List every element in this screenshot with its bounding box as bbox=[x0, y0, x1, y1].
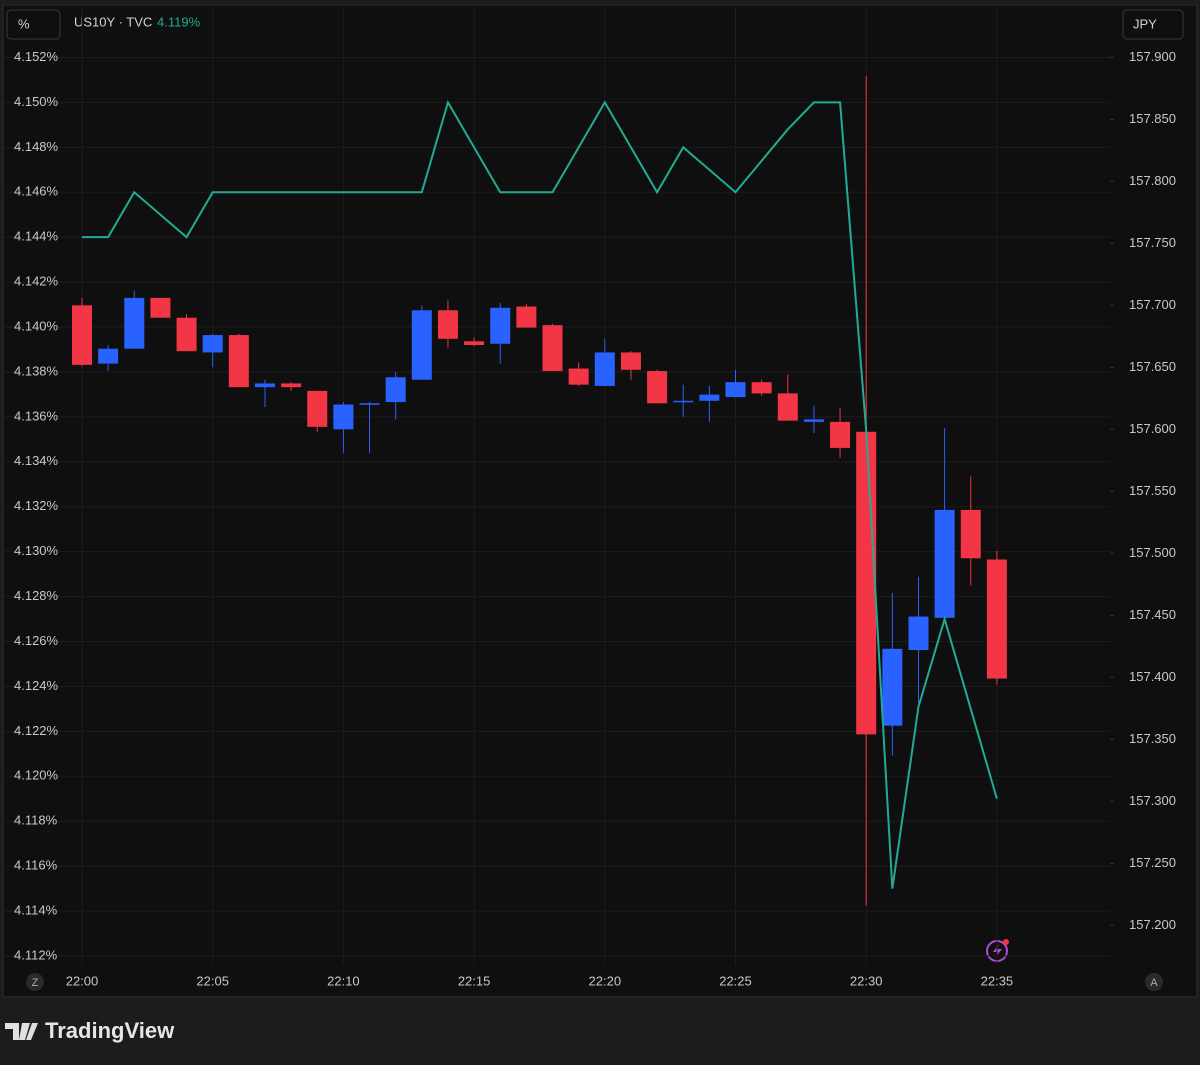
auto-label: A bbox=[1150, 977, 1158, 989]
y-tick-label: 4.124% bbox=[14, 678, 59, 693]
y-tick-label: 4.118% bbox=[14, 813, 58, 828]
y2-tick-label: 157.650 bbox=[1129, 359, 1176, 374]
candle-body bbox=[777, 393, 798, 421]
candle-body bbox=[568, 368, 589, 385]
candle-body bbox=[647, 371, 668, 404]
y-tick-label: 4.148% bbox=[14, 139, 59, 154]
candle-body bbox=[699, 394, 720, 401]
candle-body bbox=[490, 307, 511, 344]
candle-body bbox=[385, 377, 406, 403]
candle-body bbox=[856, 431, 877, 735]
candle-body bbox=[254, 383, 275, 388]
x-tick-label: 22:35 bbox=[981, 973, 1014, 988]
zoom-label: Z bbox=[32, 977, 39, 989]
y-tick-label: 4.136% bbox=[14, 408, 59, 423]
y2-tick-label: 157.600 bbox=[1129, 421, 1176, 436]
y2-tick-label: 157.350 bbox=[1129, 731, 1176, 746]
candle-body bbox=[150, 297, 171, 318]
y-tick-label: 4.126% bbox=[14, 633, 59, 648]
candle-body bbox=[542, 325, 563, 372]
candle-body bbox=[516, 306, 537, 328]
candle-body bbox=[411, 310, 432, 380]
y-tick-label: 4.144% bbox=[14, 229, 59, 244]
y-tick-label: 4.116% bbox=[14, 858, 58, 873]
x-tick-label: 22:15 bbox=[458, 973, 491, 988]
y2-tick-label: 157.550 bbox=[1129, 483, 1176, 498]
y-tick-label: 4.134% bbox=[14, 453, 59, 468]
x-tick-label: 22:10 bbox=[327, 973, 360, 988]
y2-tick-label: 157.800 bbox=[1129, 173, 1176, 188]
y-tick-label: 4.140% bbox=[14, 318, 59, 333]
candle-body bbox=[725, 382, 746, 398]
y-tick-label: 4.150% bbox=[14, 94, 59, 109]
legend-name: US10Y · TVC bbox=[74, 14, 152, 29]
candle-body bbox=[281, 383, 302, 388]
y-tick-label: 4.138% bbox=[14, 363, 59, 378]
y2-tick-label: 157.900 bbox=[1129, 49, 1176, 64]
unit-button[interactable] bbox=[6, 9, 61, 40]
candle-body bbox=[882, 648, 903, 726]
candle-body bbox=[437, 310, 458, 339]
candle-body bbox=[986, 559, 1007, 679]
y2-tick-label: 157.300 bbox=[1129, 793, 1176, 808]
chart-panel bbox=[2, 4, 1198, 998]
candle-body bbox=[124, 297, 145, 349]
x-tick-label: 22:30 bbox=[850, 973, 883, 988]
y2-tick-label: 157.500 bbox=[1129, 545, 1176, 560]
brand-name: TradingView bbox=[45, 1018, 175, 1043]
y-tick-label: 4.122% bbox=[14, 723, 59, 738]
x-tick-label: 22:25 bbox=[719, 973, 752, 988]
y-tick-label: 4.142% bbox=[14, 274, 59, 289]
candle-body bbox=[620, 352, 641, 370]
y2-tick-label: 157.450 bbox=[1129, 607, 1176, 622]
y-tick-label: 4.146% bbox=[14, 184, 59, 199]
y-tick-label: 4.130% bbox=[14, 543, 59, 558]
auto-button[interactable] bbox=[1145, 973, 1163, 991]
line-series bbox=[82, 99, 998, 889]
candle-body bbox=[307, 390, 328, 427]
candle-body bbox=[333, 404, 354, 430]
x-tick-label: 22:05 bbox=[196, 973, 229, 988]
candle-body bbox=[98, 348, 119, 364]
y-tick-label: 4.152% bbox=[14, 49, 59, 64]
candle-body bbox=[359, 403, 380, 405]
candle-body bbox=[228, 335, 249, 388]
candle-body bbox=[594, 352, 615, 386]
y2-tick-label: 157.400 bbox=[1129, 669, 1176, 684]
unit-button[interactable] bbox=[1122, 9, 1184, 40]
candle-body bbox=[751, 382, 772, 394]
y2-tick-label: 157.200 bbox=[1129, 917, 1176, 932]
y-tick-label: 4.132% bbox=[14, 498, 59, 513]
zoom-button[interactable] bbox=[26, 973, 44, 991]
x-tick-label: 22:00 bbox=[66, 973, 99, 988]
brand-logo: TradingView bbox=[5, 1018, 175, 1043]
logo-mark bbox=[5, 1023, 38, 1040]
candle-body bbox=[202, 335, 223, 353]
candle-body bbox=[934, 509, 955, 618]
candle-body bbox=[908, 616, 929, 651]
candle-body bbox=[673, 400, 694, 403]
y-tick-label: 4.114% bbox=[14, 903, 58, 918]
y-tick-label: 4.128% bbox=[14, 588, 59, 603]
left-unit: % bbox=[18, 16, 30, 31]
y-tick-label: 4.120% bbox=[14, 768, 59, 783]
candle-body bbox=[830, 421, 851, 448]
y2-tick-label: 157.250 bbox=[1129, 855, 1176, 870]
right-unit: JPY bbox=[1133, 16, 1157, 31]
candle-body bbox=[464, 341, 485, 345]
candle-body bbox=[803, 419, 824, 422]
candle-body bbox=[176, 317, 197, 352]
y2-tick-label: 157.700 bbox=[1129, 297, 1176, 312]
legend-value: 4.119% bbox=[157, 14, 201, 29]
y2-tick-label: 157.750 bbox=[1129, 235, 1176, 250]
y2-tick-label: 157.850 bbox=[1129, 111, 1176, 126]
candle-body bbox=[72, 305, 92, 365]
icon-dot bbox=[1003, 939, 1009, 945]
icon-bolt bbox=[993, 944, 1002, 958]
x-tick-label: 22:20 bbox=[589, 973, 622, 988]
y-tick-label: 4.112% bbox=[14, 947, 58, 962]
candle-body bbox=[960, 509, 981, 559]
